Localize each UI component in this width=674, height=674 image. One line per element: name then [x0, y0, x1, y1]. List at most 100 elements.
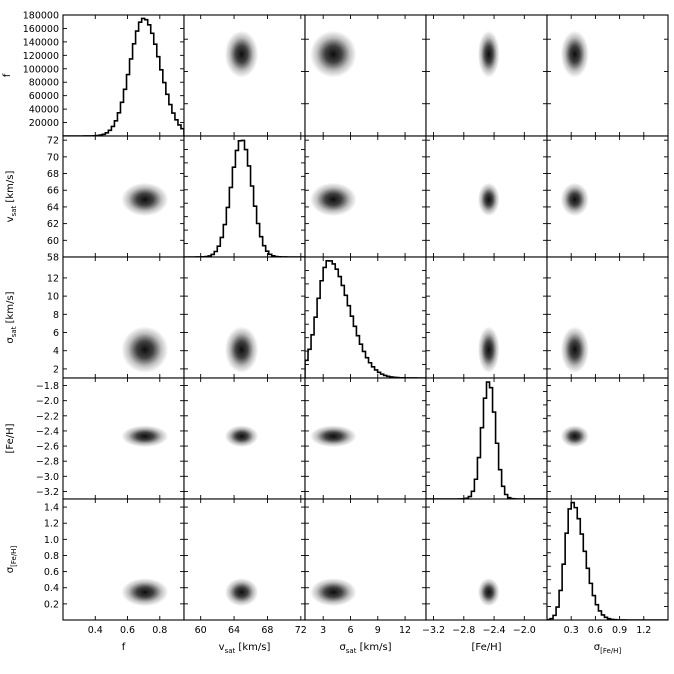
y-tick-label-histogram: 160000: [23, 24, 59, 35]
density-panel-sigma_sat-vs-v_sat: [183, 256, 306, 379]
y-tick-label-sigma_sat: 4: [53, 346, 59, 357]
density-blob: [477, 182, 500, 217]
y-tick-label-v_sat: 58: [47, 253, 59, 264]
density-blob: [224, 425, 259, 448]
y-tick-label-sigma_sat: 6: [53, 328, 59, 339]
density-blob: [477, 326, 500, 373]
y-tick-label-sigma_feh: 0.8: [44, 551, 59, 562]
y-tick-label-v_sat: 72: [47, 136, 59, 147]
x-tick-label-feh: −2.0: [513, 625, 536, 636]
y-tick-label-feh: −2.6: [36, 442, 59, 453]
y-tick-label-v_sat: 68: [47, 169, 59, 180]
y-tick-label-v_sat: 64: [47, 202, 59, 213]
y-tick-label-feh: −3.0: [36, 472, 59, 483]
density-blob: [560, 326, 589, 373]
x-tick-label-v_sat: 72: [295, 625, 307, 636]
x-axis-label-sigma_sat: σsat [km/s]: [339, 642, 391, 655]
density-blob: [477, 30, 500, 78]
y-tick-label-v_sat: 66: [47, 186, 59, 197]
density-panel-v_sat-vs-feh: [425, 135, 548, 258]
x-tick-label-sigma_sat: 6: [347, 625, 353, 636]
density-blob: [224, 326, 259, 373]
density-panel-sigma_feh-vs-feh: [425, 498, 548, 621]
density-panel-sigma_feh-vs-v_sat: [183, 498, 306, 621]
y-tick-label-histogram: 180000: [23, 11, 59, 22]
y-tick-label-sigma_feh: 0.4: [44, 583, 59, 594]
x-tick-label-f: 0.4: [88, 625, 103, 636]
x-tick-label-f: 0.6: [120, 625, 135, 636]
histogram-panel-sigma_feh: [546, 498, 669, 621]
density-blob: [310, 182, 357, 217]
y-tick-label-v_sat: 60: [47, 236, 59, 247]
density-panel-sigma_sat-vs-sigma_feh: [546, 256, 669, 379]
y-tick-label-sigma_feh: 1.4: [44, 503, 59, 514]
x-axis-label-v_sat: vsat [km/s]: [219, 642, 271, 655]
density-panel-sigma_feh-vs-sigma_sat: [304, 498, 427, 621]
density-panel-feh-vs-sigma_sat: [304, 377, 427, 500]
x-tick-label-sigma_feh: 0.6: [588, 625, 603, 636]
panel-frame: [546, 498, 669, 621]
x-tick-label-sigma_feh: 0.9: [612, 625, 627, 636]
y-tick-label-histogram: 80000: [29, 78, 59, 89]
x-tick-label-v_sat: 68: [261, 625, 273, 636]
histogram-panel-f: [62, 14, 185, 137]
density-blob: [560, 425, 589, 448]
density-blob: [310, 425, 357, 448]
density-blob: [560, 30, 589, 78]
density-panel-f-vs-sigma_feh: [546, 14, 669, 137]
density-blob: [121, 326, 169, 373]
y-tick-label-feh: −2.8: [36, 457, 59, 468]
x-tick-label-sigma_sat: 3: [320, 625, 326, 636]
y-tick-label-histogram: 140000: [23, 37, 59, 48]
y-tick-label-sigma_sat: 12: [47, 273, 59, 284]
y-tick-label-sigma_sat: 8: [53, 310, 59, 321]
y-tick-label-v_sat: 70: [47, 152, 59, 163]
y-tick-label-feh: −2.2: [36, 411, 59, 422]
y-tick-label-v_sat: 62: [47, 219, 59, 230]
density-blob: [310, 30, 357, 78]
x-axis-label-sigma_feh: σ[Fe/H]: [594, 642, 622, 655]
y-tick-label-sigma_feh: 0.2: [44, 599, 59, 610]
x-tick-label-sigma_sat: 12: [399, 625, 411, 636]
density-panel-f-vs-feh: [425, 14, 548, 137]
x-tick-label-sigma_feh: 0.3: [564, 625, 579, 636]
density-panel-sigma_sat-vs-feh: [425, 256, 548, 379]
x-tick-label-feh: −3.2: [422, 625, 445, 636]
density-blob: [560, 182, 589, 217]
histogram-panel-sigma_sat: [304, 256, 427, 379]
density-panel-v_sat-vs-sigma_feh: [546, 135, 669, 258]
density-panel-sigma_sat-vs-f: [62, 256, 185, 379]
x-axis-label-feh: [Fe/H]: [471, 642, 501, 653]
y-tick-label-sigma_feh: 1.2: [44, 519, 59, 530]
y-tick-label-histogram: 100000: [23, 64, 59, 75]
y-tick-label-histogram: 120000: [23, 51, 59, 62]
y-tick-label-sigma_sat: 10: [47, 292, 59, 303]
histogram-panel-feh: [425, 377, 548, 500]
y-tick-label-histogram: 60000: [29, 91, 59, 102]
density-panel-feh-vs-f: [62, 377, 185, 500]
y-tick-label-feh: −2.4: [36, 426, 59, 437]
y-axis-label-v_sat: vsat [km/s]: [5, 171, 18, 223]
y-axis-label-feh: [Fe/H]: [5, 423, 16, 453]
x-tick-label-v_sat: 64: [228, 625, 240, 636]
y-tick-label-sigma_feh: 1.0: [44, 535, 59, 546]
x-tick-label-sigma_sat: 9: [375, 625, 381, 636]
density-panel-v_sat-vs-f: [62, 135, 185, 258]
y-tick-label-histogram: 20000: [29, 118, 59, 129]
density-panel-sigma_feh-vs-f: [62, 498, 185, 621]
histogram-panel-v_sat: [183, 135, 306, 258]
y-tick-label-feh: −1.8: [36, 381, 59, 392]
density-panel-f-vs-v_sat: [183, 14, 306, 137]
x-tick-label-f: 0.8: [152, 625, 167, 636]
y-tick-label-feh: −2.0: [36, 396, 59, 407]
density-blob: [224, 578, 259, 607]
density-blob: [477, 578, 500, 607]
x-tick-label-feh: −2.4: [483, 625, 506, 636]
density-blob: [121, 182, 169, 217]
y-tick-label-sigma_feh: 0.6: [44, 567, 59, 578]
y-axis-label-histogram: f: [2, 73, 13, 77]
density-panel-v_sat-vs-sigma_sat: [304, 135, 427, 258]
x-tick-label-v_sat: 60: [195, 625, 207, 636]
density-panel-feh-vs-sigma_feh: [546, 377, 669, 500]
y-axis-label-sigma_sat: σsat [km/s]: [5, 291, 18, 343]
